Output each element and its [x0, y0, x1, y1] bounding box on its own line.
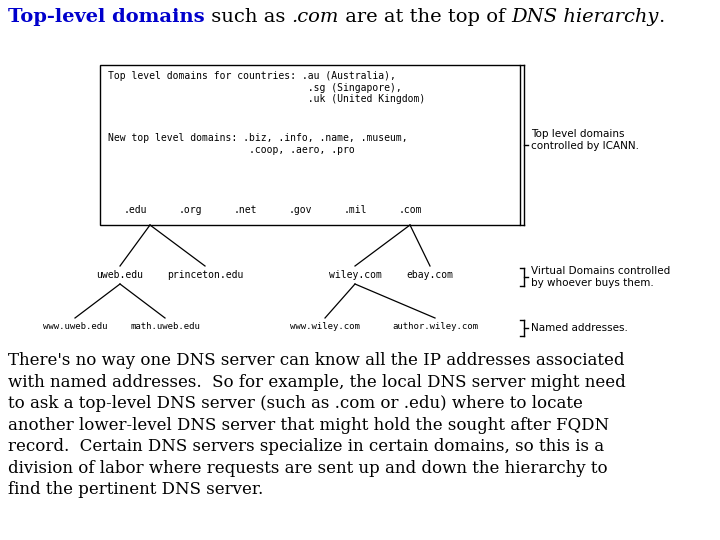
Text: www.wiley.com: www.wiley.com [290, 322, 360, 331]
Text: .mil: .mil [343, 205, 366, 215]
Text: .com: .com [398, 205, 422, 215]
Text: .gov: .gov [288, 205, 312, 215]
Text: DNS hierarchy: DNS hierarchy [511, 8, 659, 26]
Text: author.wiley.com: author.wiley.com [392, 322, 478, 331]
Text: uweb.edu: uweb.edu [96, 270, 143, 280]
Text: ebay.com: ebay.com [407, 270, 454, 280]
Text: Top level domains for countries: .au (Australia),
                              : Top level domains for countries: .au (Au… [108, 71, 426, 104]
Text: www.uweb.edu: www.uweb.edu [42, 322, 107, 331]
Text: .com: .com [292, 8, 338, 26]
Text: Top level domains
controlled by ICANN.: Top level domains controlled by ICANN. [531, 129, 639, 151]
Text: princeton.edu: princeton.edu [167, 270, 243, 280]
FancyBboxPatch shape [100, 65, 520, 225]
Text: .: . [659, 8, 665, 26]
Text: .org: .org [179, 205, 202, 215]
Text: such as: such as [204, 8, 292, 26]
Text: There's no way one DNS server can know all the IP addresses associated
with name: There's no way one DNS server can know a… [8, 352, 626, 498]
Text: .edu: .edu [123, 205, 147, 215]
Text: .net: .net [233, 205, 257, 215]
Text: Top-level domains: Top-level domains [8, 8, 204, 26]
Text: Named addresses.: Named addresses. [531, 323, 628, 333]
Text: Virtual Domains controlled
by whoever buys them.: Virtual Domains controlled by whoever bu… [531, 266, 670, 288]
Text: are at the top of: are at the top of [338, 8, 511, 26]
Text: math.uweb.edu: math.uweb.edu [130, 322, 200, 331]
Text: New top level domains: .biz, .info, .name, .museum,
                        .coo: New top level domains: .biz, .info, .nam… [108, 133, 408, 154]
Text: wiley.com: wiley.com [328, 270, 382, 280]
